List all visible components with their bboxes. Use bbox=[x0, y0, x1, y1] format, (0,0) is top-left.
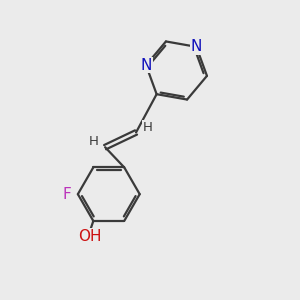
Text: N: N bbox=[140, 58, 152, 73]
Text: N: N bbox=[191, 39, 202, 54]
Text: F: F bbox=[62, 187, 71, 202]
Text: H: H bbox=[89, 135, 99, 148]
Text: OH: OH bbox=[79, 229, 102, 244]
Text: H: H bbox=[142, 121, 152, 134]
